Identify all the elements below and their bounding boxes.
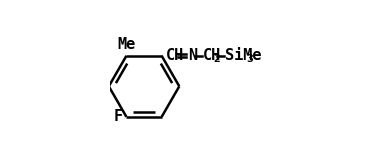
Text: CH: CH: [203, 48, 221, 63]
Text: Me: Me: [117, 37, 136, 52]
Text: 3: 3: [247, 54, 253, 64]
Text: F: F: [114, 109, 123, 124]
Text: CH: CH: [166, 48, 184, 63]
Text: N: N: [188, 48, 197, 63]
Text: SiMe: SiMe: [225, 48, 261, 63]
Text: 2: 2: [214, 54, 220, 64]
